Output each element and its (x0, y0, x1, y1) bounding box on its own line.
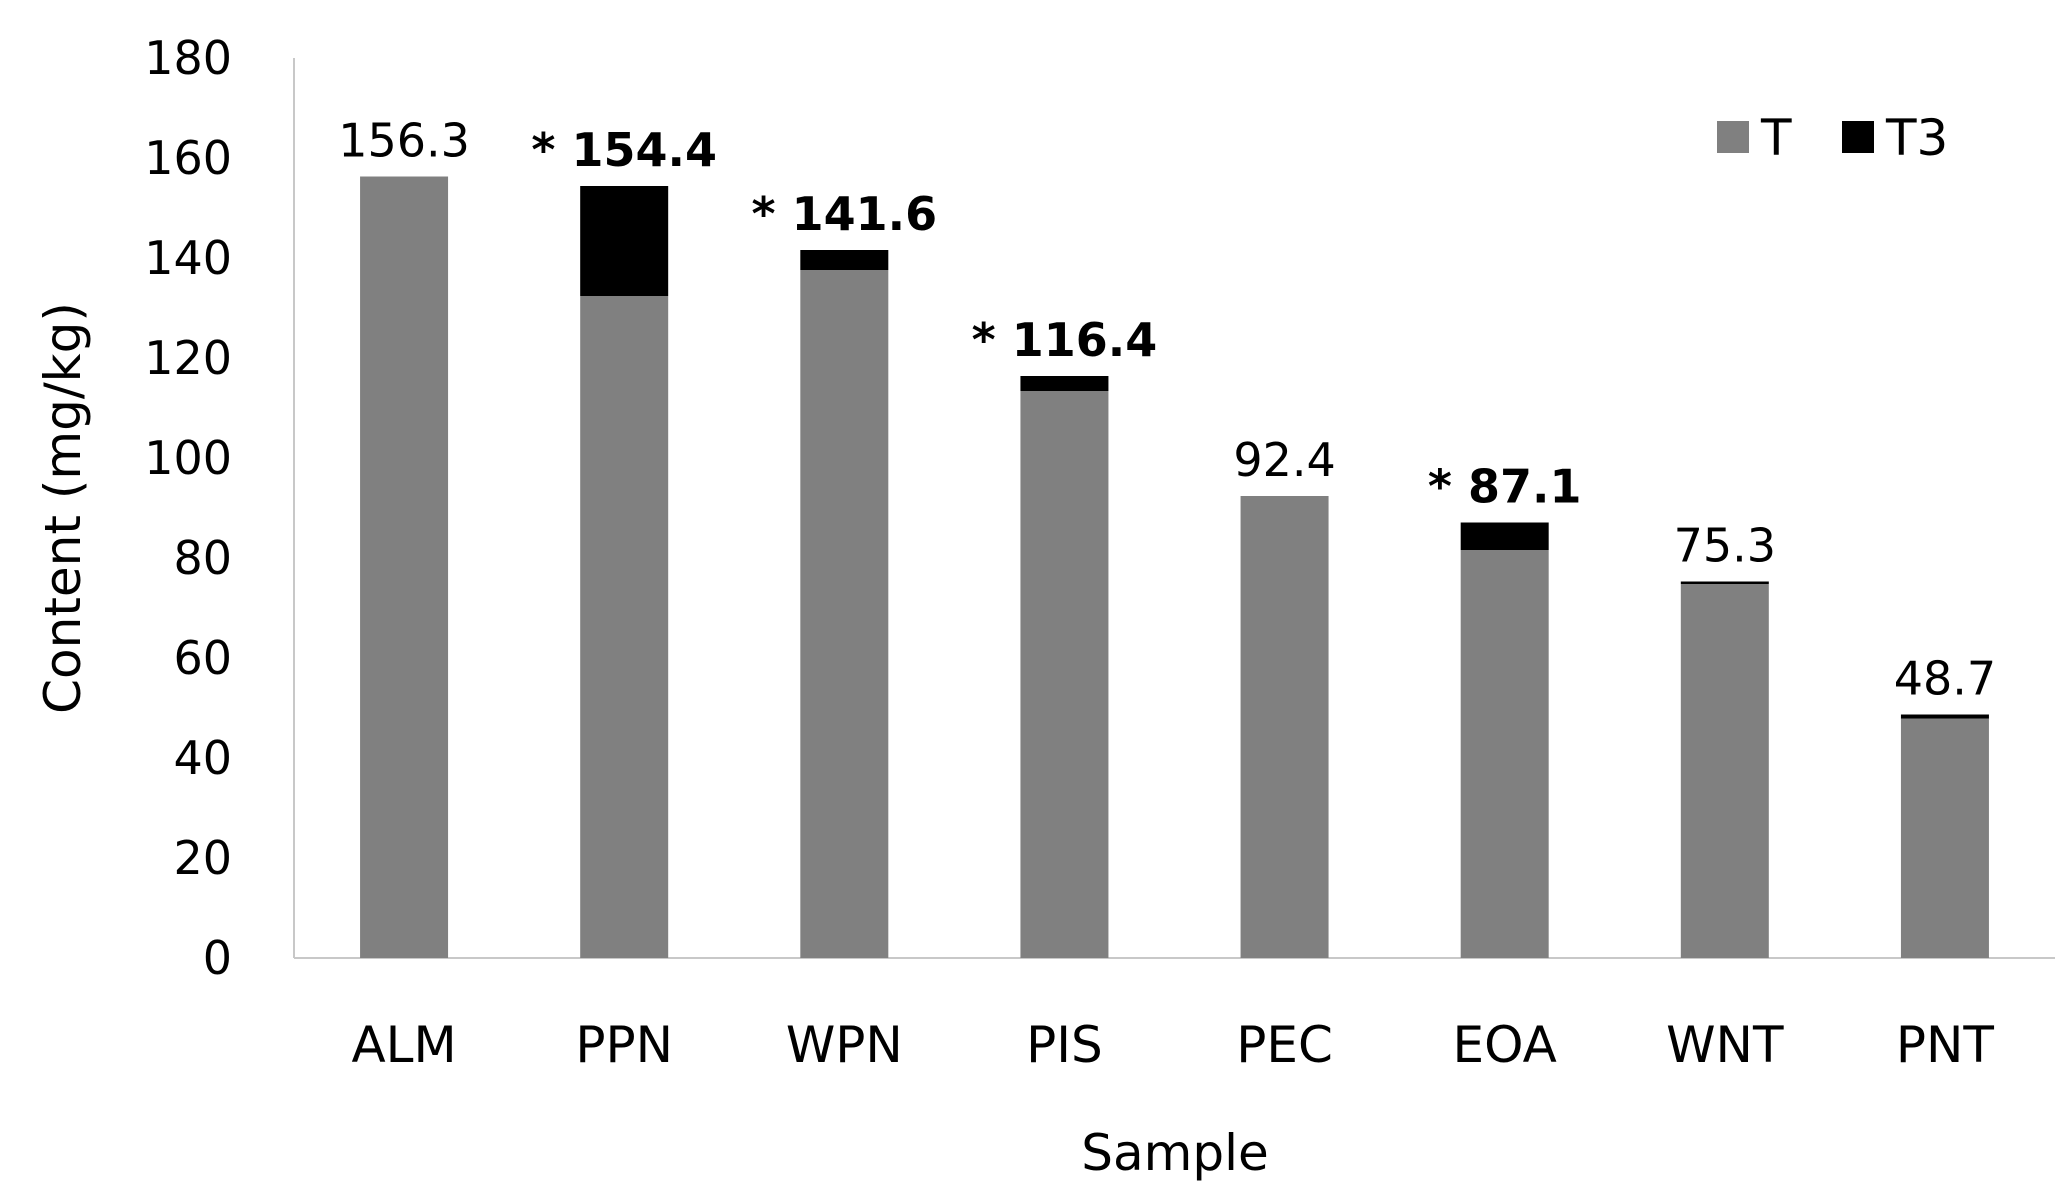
x-tick-label: EOA (1453, 1016, 1557, 1074)
x-tick-label: PPN (575, 1016, 673, 1074)
bar-t-alm (360, 176, 449, 958)
x-tick-label: PIS (1026, 1016, 1103, 1074)
total-value: 154.4 (571, 123, 717, 177)
bar-t3-ppn (580, 186, 669, 296)
total-value: 48.7 (1894, 652, 1996, 706)
x-tick-label: WPN (786, 1016, 903, 1074)
y-tick-label: 180 (144, 31, 232, 85)
bar-t-pis (1020, 391, 1109, 958)
bar-t-ppn (580, 296, 669, 958)
legend-label-t: T (1760, 109, 1792, 167)
total-label: 92.4 (1233, 433, 1335, 487)
total-label: * 154.4 (531, 123, 717, 177)
x-tick-label: PNT (1896, 1016, 1995, 1074)
bar-t3-pis (1020, 376, 1109, 391)
significance-marker: * (531, 123, 571, 177)
total-value: 87.1 (1468, 460, 1582, 514)
significance-marker: * (752, 187, 792, 241)
x-tick-label: WNT (1666, 1016, 1784, 1074)
y-tick-label: 20 (173, 831, 232, 885)
legend: T T3 (1717, 109, 1948, 167)
total-value: 92.4 (1233, 433, 1335, 487)
legend-swatch-t (1717, 121, 1749, 153)
legend-swatch-t3 (1842, 121, 1874, 153)
total-value: 156.3 (338, 114, 470, 168)
y-tick-label: 60 (173, 631, 232, 685)
x-axis-title: Sample (1081, 1124, 1268, 1182)
y-tick-labels: 0 20 40 60 80 100 120 140 160 180 (144, 31, 232, 985)
total-value: 75.3 (1674, 519, 1776, 573)
total-label: * 87.1 (1428, 460, 1582, 514)
bar-t-eoa (1460, 550, 1549, 958)
y-axis-title: Content (mg/kg) (34, 302, 92, 714)
legend-label-t3: T3 (1885, 109, 1948, 167)
bar-t3-wnt (1680, 581, 1769, 584)
bars (360, 176, 1989, 958)
y-tick-label: 40 (173, 731, 232, 785)
y-tick-label: 0 (203, 931, 232, 985)
x-tick-label: ALM (351, 1016, 456, 1074)
bar-t-wpn (800, 270, 889, 958)
total-label: * 141.6 (752, 187, 938, 241)
bar-t-wnt (1680, 584, 1769, 958)
total-labels: 156.3 * 154.4* 141.6* 116.492.4 * 87.175.3… (338, 114, 1996, 706)
y-tick-label: 140 (144, 231, 232, 285)
total-value: 116.4 (1012, 313, 1158, 367)
total-label: * 116.4 (972, 313, 1158, 367)
total-label: 48.7 (1894, 652, 1996, 706)
y-tick-label: 100 (144, 431, 232, 485)
bar-t3-eoa (1460, 522, 1549, 550)
y-tick-label: 80 (173, 531, 232, 585)
bar-t-pec (1240, 496, 1329, 958)
total-label: 156.3 (338, 114, 470, 168)
x-tick-labels: ALM PPN WPN PIS PEC EOA WNT PNT (351, 1016, 1994, 1074)
y-tick-label: 160 (144, 131, 232, 185)
bar-t-pnt (1900, 718, 1989, 958)
x-tick-label: PEC (1236, 1016, 1333, 1074)
total-value: 141.6 (792, 187, 938, 241)
bar-t3-pnt (1900, 714, 1989, 719)
bar-t3-wpn (800, 250, 889, 270)
y-tick-label: 120 (144, 331, 232, 385)
significance-marker: * (972, 313, 1012, 367)
total-label: 75.3 (1674, 519, 1776, 573)
significance-marker: * (1428, 460, 1468, 514)
